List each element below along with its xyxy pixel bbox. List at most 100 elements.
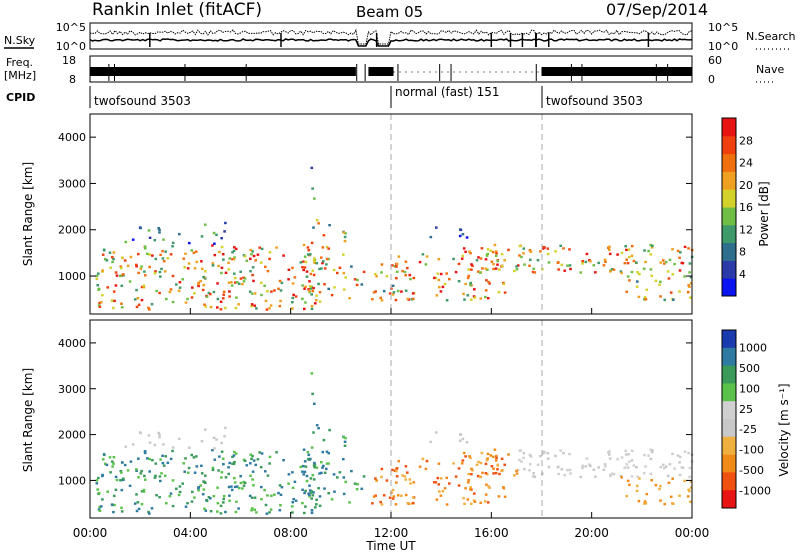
power-cell	[546, 247, 550, 250]
velocity-cell	[434, 481, 438, 484]
velocity-cell	[165, 502, 168, 505]
power-cell	[223, 230, 226, 233]
velocity-cell	[532, 472, 535, 475]
power-cell	[460, 257, 464, 260]
power-cell	[584, 260, 588, 264]
velocity-cell	[154, 462, 158, 465]
power-cell	[666, 270, 670, 273]
velocity-cell	[121, 477, 125, 480]
power-cell	[102, 248, 106, 251]
power-colorbar-tick: 20	[739, 179, 753, 192]
velocity-cell	[439, 477, 443, 480]
power-cell	[394, 298, 398, 302]
velocity-cell	[139, 431, 142, 435]
power-cell	[480, 247, 484, 250]
power-cell	[562, 247, 565, 250]
power-cell	[322, 260, 325, 263]
velocity-cell	[140, 503, 144, 506]
power-cell	[649, 253, 653, 256]
velocity-cell	[120, 471, 123, 474]
velocity-cell	[105, 463, 109, 467]
power-cell	[250, 303, 254, 306]
velocity-cell	[250, 457, 253, 461]
power-cell	[637, 295, 641, 299]
velocity-cell	[147, 510, 150, 514]
velocity-cell	[119, 479, 122, 482]
velocity-cell	[212, 495, 216, 498]
velocity-cell	[687, 488, 690, 491]
velocity-cell	[642, 472, 646, 475]
velocity-cell	[227, 472, 230, 476]
velocity-cell	[111, 465, 114, 468]
velocity-colorbar-swatch	[722, 472, 736, 491]
power-cell	[222, 293, 225, 296]
power-cell	[397, 255, 401, 258]
velocity-cell	[230, 488, 234, 492]
velocity-cell	[137, 457, 140, 460]
velocity-cell	[585, 457, 589, 460]
velocity-cell	[133, 502, 137, 505]
power-cell	[467, 274, 470, 278]
velocity-cell	[96, 488, 99, 491]
power-cell	[249, 257, 252, 260]
velocity-cell	[643, 453, 646, 457]
power-cell	[619, 270, 623, 273]
power-cell	[471, 264, 474, 267]
velocity-cell	[217, 469, 220, 472]
power-cell	[330, 293, 334, 297]
power-cell	[448, 278, 451, 281]
power-cell	[252, 279, 255, 283]
velocity-cell	[424, 467, 428, 471]
power-cell	[203, 303, 206, 306]
velocity-cell	[461, 437, 465, 441]
velocity-cell	[649, 472, 653, 476]
power-cell	[628, 255, 631, 259]
velocity-cell	[302, 473, 305, 476]
power-cell	[304, 301, 307, 304]
power-cell	[112, 290, 116, 293]
velocity-cell	[268, 462, 271, 465]
velocity-cell	[109, 471, 112, 474]
velocity-cell	[651, 449, 654, 452]
power-cell	[649, 268, 653, 271]
power-cell	[112, 306, 115, 310]
velocity-cell	[320, 471, 323, 475]
power-cell	[217, 264, 220, 268]
power-cell	[182, 257, 185, 260]
velocity-cell	[228, 499, 231, 502]
velocity-colorbar: 1000 500 100 25 -25 -100 -500 -1000	[721, 329, 771, 509]
power-cell	[165, 297, 168, 301]
velocity-cell	[529, 455, 533, 458]
power-cell	[112, 257, 115, 261]
velocity-colorbar-swatch	[722, 436, 736, 456]
velocity-cell	[160, 472, 163, 475]
velocity-cell	[101, 498, 104, 501]
velocity-cell	[193, 471, 197, 474]
velocity-cell	[224, 510, 227, 514]
power-cell	[277, 287, 280, 290]
power-cell	[628, 279, 631, 282]
power-cell	[313, 197, 316, 200]
power-cell	[136, 297, 140, 300]
freq-label-2: [MHz]	[4, 69, 36, 82]
power-cell	[315, 294, 318, 297]
power-cell	[492, 267, 495, 271]
velocity-cell	[676, 454, 680, 457]
velocity-cell	[200, 440, 204, 443]
velocity-cell	[624, 449, 627, 453]
power-cell	[612, 268, 616, 271]
power-cell	[671, 273, 674, 276]
velocity-cell	[199, 484, 202, 487]
power-cell	[425, 255, 429, 258]
power-cell	[342, 271, 346, 275]
power-cell	[311, 187, 314, 190]
power-cell	[380, 263, 384, 266]
power-cell	[139, 226, 142, 230]
velocity-cell	[602, 468, 606, 471]
power-cell	[406, 266, 409, 270]
velocity-cell	[395, 475, 399, 478]
power-cell	[650, 274, 653, 277]
velocity-cell	[220, 471, 224, 474]
y-tick-label: 1000	[58, 474, 86, 487]
power-cell	[224, 306, 227, 310]
